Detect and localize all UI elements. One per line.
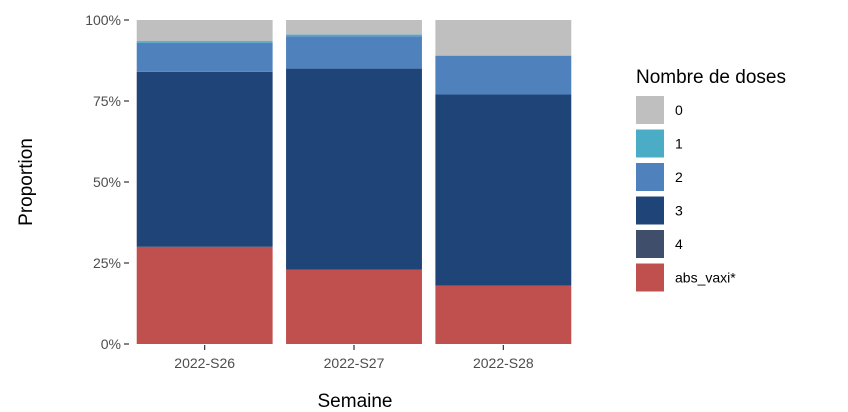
legend-label-1: 1	[675, 136, 683, 152]
y-tick-label: 100%	[85, 12, 121, 28]
bar-2022-s28-series-2	[435, 55, 572, 95]
legend-key-1	[636, 129, 664, 158]
x-tick-label-2022-s27: 2022-S27	[324, 355, 385, 371]
legend: Nombre de doses 0 1 2 3 4 abs_vaxi*	[636, 67, 786, 292]
legend-key-2	[636, 163, 664, 191]
bars-layer	[136, 20, 572, 344]
bar-2022-s28-series-0	[435, 20, 572, 56]
y-tick-label: 0%	[101, 336, 121, 352]
legend-label-0: 0	[675, 102, 683, 118]
legend-label-4: 4	[675, 236, 683, 252]
legend-title: Nombre de doses	[636, 67, 786, 88]
x-axis: 2022-S26 2022-S27 2022-S28	[174, 345, 534, 371]
bar-2022-s26-series-3	[136, 71, 273, 247]
bar-2022-s27-series-1	[286, 34, 422, 37]
bar-2022-s26-series-abs-vaxi	[136, 246, 273, 344]
x-tick-label-2022-s28: 2022-S28	[473, 355, 534, 371]
legend-label-abs-vaxi: abs_vaxi*	[675, 270, 736, 286]
bar-2022-s27-series-2	[286, 36, 422, 69]
legend-key-4	[636, 230, 664, 258]
bar-2022-s27-series-abs-vaxi	[286, 269, 422, 344]
legend-key-0	[636, 96, 664, 124]
legend-key-abs-vaxi	[636, 263, 664, 292]
y-tick-label: 50%	[93, 174, 121, 190]
legend-key-3	[636, 196, 664, 225]
bar-2022-s28-series-3	[435, 94, 572, 286]
bar-2022-s26-series-2	[136, 42, 273, 72]
legend-label-2: 2	[675, 169, 683, 185]
y-tick-label: 75%	[93, 93, 121, 109]
x-tick-label-2022-s26: 2022-S26	[174, 355, 235, 371]
bar-2022-s26-series-1	[136, 41, 273, 43]
bar-2022-s26-series-0	[136, 20, 273, 42]
x-axis-title: Semaine	[318, 391, 393, 412]
legend-label-3: 3	[675, 203, 683, 219]
y-axis-title: Proportion	[16, 138, 37, 226]
bar-2022-s28-series-abs-vaxi	[435, 285, 572, 344]
y-axis: 0% 25% 50% 75% 100%	[85, 12, 129, 352]
bar-2022-s27-series-0	[286, 20, 422, 35]
bar-2022-s27-series-3	[286, 68, 422, 270]
y-tick-label: 25%	[93, 255, 121, 271]
